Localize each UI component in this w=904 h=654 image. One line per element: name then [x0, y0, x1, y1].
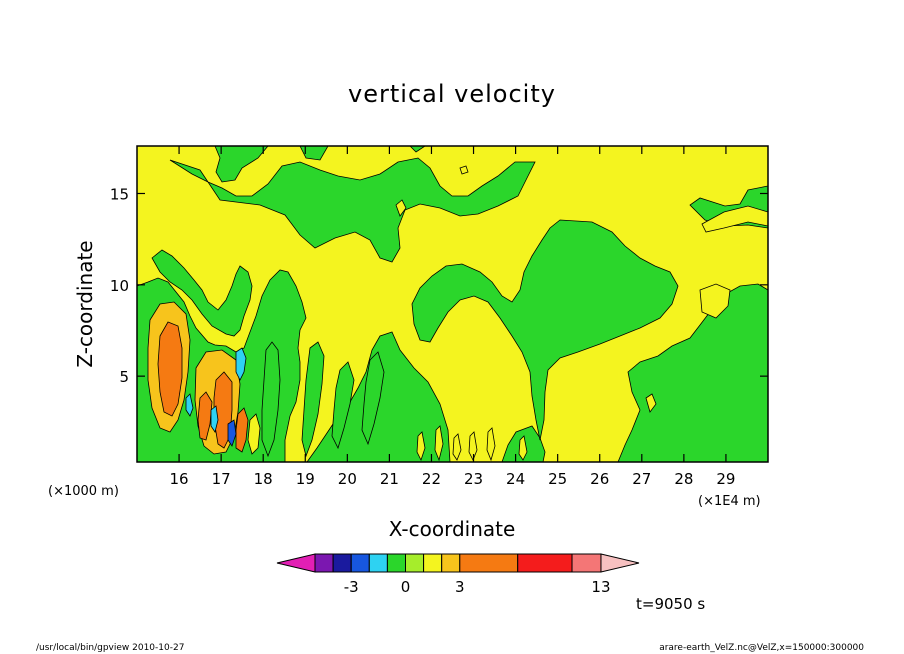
plot-area: 16 17 18 19 20 21 22 23 24 25 26 27 28 29 5 10 15 — [110, 145, 769, 488]
upward-core-1-inner — [157, 321, 183, 417]
x-tick-label: 28 — [674, 470, 693, 488]
negative-region-upper — [169, 157, 536, 263]
colorbar-segment — [314, 553, 334, 573]
x-tick-label: 22 — [422, 470, 441, 488]
y-axis: 5 10 15 — [110, 185, 768, 386]
x-tick-label: 29 — [716, 470, 735, 488]
colorbar-segment — [368, 553, 388, 573]
colorbar-segment — [386, 553, 406, 573]
x-tick-label: 16 — [170, 470, 189, 488]
x-units-left: (×1000 m) — [48, 484, 119, 499]
x-tick-label: 19 — [296, 470, 315, 488]
colorbar-tick-label: 0 — [401, 578, 411, 596]
positive-region-right — [699, 205, 768, 319]
colorbar-segment — [517, 553, 573, 573]
small-features — [247, 165, 657, 455]
colorbar-segment — [332, 553, 352, 573]
y-axis-label: Z-coordinate — [73, 240, 97, 367]
x-axis-label: X-coordinate — [389, 517, 516, 541]
x-tick-label: 23 — [464, 470, 483, 488]
colorbar-tick-label: 3 — [455, 578, 465, 596]
surface-streaks — [416, 425, 528, 462]
downward-core — [185, 347, 247, 433]
colorbar-max-arrow — [600, 553, 640, 573]
negative-region-left — [151, 249, 253, 337]
y-tick-label: 15 — [110, 185, 129, 203]
downward-core-strong — [227, 419, 237, 447]
colorbar-tick-label: 13 — [591, 578, 610, 596]
x-tick-label: 24 — [506, 470, 525, 488]
x-tick-label: 21 — [380, 470, 399, 488]
colorbar-segment — [423, 553, 443, 573]
colorbar-segment — [405, 553, 425, 573]
chart-title: vertical velocity — [348, 80, 556, 108]
colorbar-labels: -3 0 3 13 — [344, 578, 611, 596]
colorbar-segment — [571, 553, 602, 573]
x-tick-label: 18 — [254, 470, 273, 488]
colorbar — [276, 553, 640, 573]
negative-streaks — [261, 341, 385, 458]
colorbar-segment — [350, 553, 370, 573]
x-tick-label: 27 — [632, 470, 651, 488]
x-tick-label: 26 — [590, 470, 609, 488]
time-label: t=9050 s — [636, 595, 705, 613]
colorbar-tick-label: -3 — [344, 578, 359, 596]
x-tick-label: 20 — [338, 470, 357, 488]
x-axis: 16 17 18 19 20 21 22 23 24 25 26 27 28 29 — [170, 146, 735, 488]
negative-region-mid — [411, 219, 679, 441]
footer-left: /usr/local/bin/gpview 2010-10-27 — [36, 643, 184, 653]
y-tick-label: 10 — [110, 277, 129, 295]
x-units-right: (×1E4 m) — [698, 494, 761, 509]
x-tick-label: 25 — [548, 470, 567, 488]
colorbar-segment — [459, 553, 519, 573]
plot-frame — [136, 145, 769, 463]
x-tick-label: 17 — [212, 470, 231, 488]
y-tick-label: 5 — [119, 368, 129, 386]
footer-right: arare-earth_VelZ.nc@VelZ,x=150000:300000 — [659, 643, 864, 653]
colorbar-segment — [441, 553, 461, 573]
colorbar-min-arrow — [276, 553, 316, 573]
